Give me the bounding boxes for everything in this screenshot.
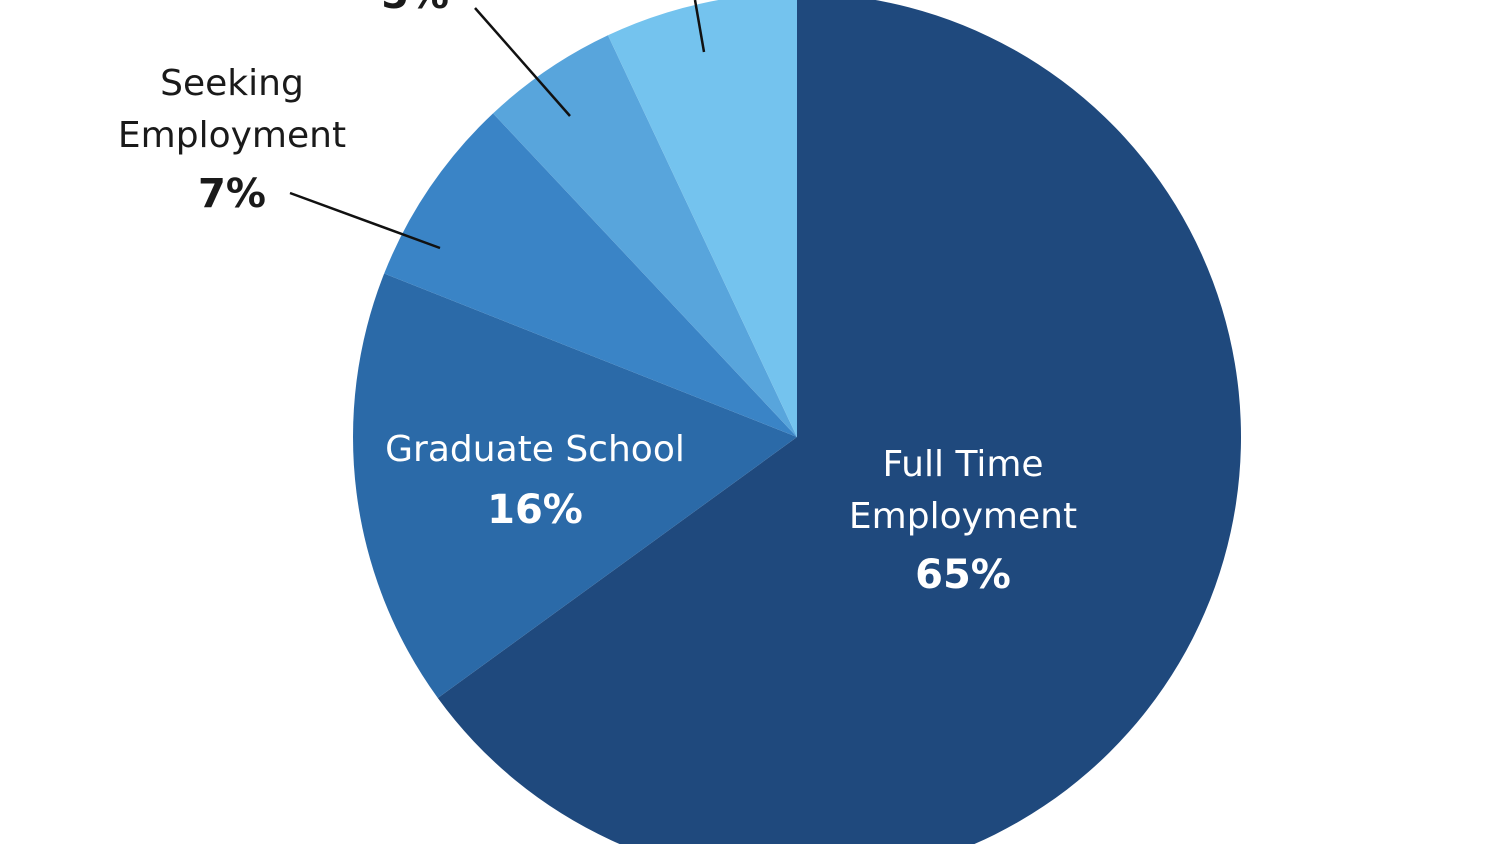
pie-slice-seeking-employment — [384, 113, 797, 438]
leader-line-top — [693, 0, 706, 53]
slice-label-full-time-line1: Full Time — [882, 444, 1043, 485]
slice-value-seeking: 7% — [198, 171, 266, 217]
pie-slices — [353, 0, 1241, 844]
slice-label-full-time-line2: Employment — [849, 496, 1077, 537]
slice-value-full-time: 65% — [915, 552, 1011, 598]
slice-label-seeking-line2: Employment — [118, 115, 346, 156]
pie-slice-top — [607, 0, 797, 437]
pie-slice-5pct — [493, 35, 797, 438]
pie-slice-full-time — [437, 0, 1241, 844]
slice-value-5pct: 5% — [381, 0, 449, 18]
slice-label-seeking-line1: Seeking — [160, 63, 304, 104]
leader-line-seeking — [289, 191, 441, 250]
pie-slice-graduate-school — [353, 273, 797, 698]
leader-line-5pct — [474, 7, 571, 117]
slice-label-graduate-school: Graduate School — [385, 429, 685, 470]
slice-value-graduate-school: 16% — [487, 487, 583, 533]
